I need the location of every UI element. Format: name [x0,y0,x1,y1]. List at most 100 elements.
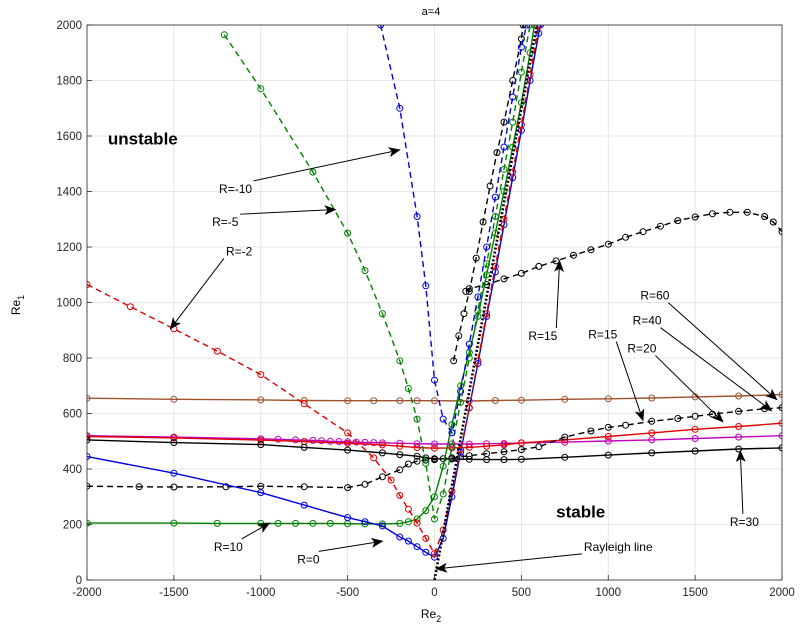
series-1-point-6 [318,437,326,445]
series-7-point-10 [378,520,386,528]
series-10-point-11 [439,490,447,498]
series-10-point-4 [361,267,369,275]
series-0-point-4 [344,397,352,405]
series-7-point-21 [483,271,491,279]
series-5-point-14 [691,213,699,221]
series-4-point-24 [604,423,612,431]
series-10-point-10 [431,515,438,523]
series-10-point-6 [396,357,404,365]
series-5-point-5 [535,262,543,270]
series-9-point-21 [500,215,508,223]
series-5-point-7 [570,251,577,259]
series-1-point-10 [352,438,360,446]
series-2-point-15 [604,433,612,440]
annotation-12: R=15 [588,328,645,422]
annotation-arrow-6 [318,537,384,552]
series-3-point-4 [344,446,352,454]
y-tick-label-5: 1000 [56,298,82,310]
series-3-point-6 [396,451,404,459]
series-line-2 [87,422,782,449]
series-2-point-19 [778,419,782,427]
annotation-arrow-9 [668,302,778,401]
series-9 [87,25,543,558]
annotation-13: R=30 [730,449,759,529]
series-9-point-6 [344,429,352,437]
annotation-arrow-13 [735,449,746,514]
series-0-point-6 [396,397,404,405]
series-1-point-12 [370,439,378,447]
series-11-point-10 [483,243,491,251]
series-10-point-13 [457,398,465,406]
series-4-point-30 [735,407,743,415]
series-4-point-27 [674,415,682,422]
series-2-point-5 [378,441,386,449]
series-7-point-2 [213,519,221,527]
series-1-point-22 [561,438,569,446]
series-4-point-20 [517,446,525,454]
series-5-point-15 [709,210,716,218]
series-0-point-0 [87,394,91,402]
series-9-point-10 [404,505,412,513]
series-3-point-15 [561,453,569,461]
x-tick-label-5: 500 [512,587,531,599]
series-1-point-8 [335,438,343,445]
series-9-point-7 [370,454,378,462]
series-11 [377,25,531,437]
series-2-point-7 [413,444,421,452]
series-11-point-15 [523,25,531,29]
series-9-point-13 [431,550,438,558]
series-line-3 [87,439,782,461]
series-3-point-0 [87,436,91,444]
series-11-point-2 [413,213,421,220]
series-10-point-2 [309,168,317,176]
series-2-point-12 [500,441,508,449]
x-tick-label-0: -2000 [72,587,101,599]
x-tick-label-3: -500 [336,587,359,599]
y-tick-label-4: 800 [63,353,82,365]
series-9-point-19 [483,310,491,318]
y-tick-label-1: 200 [63,520,82,532]
annotation-arrow-4 [169,258,225,330]
series-4-point-6 [344,484,352,492]
annotation-arrow-5 [241,522,271,540]
annotation-label-3: R=-5 [212,215,239,229]
series-1-point-16 [431,440,438,448]
x-axis-label: Re2 [421,607,441,624]
y-tick-label-8: 1600 [56,131,82,143]
series-7-point-1 [170,519,178,527]
series-4-point-23 [587,427,595,435]
annotation-label-0: unstable [108,129,178,148]
series-4-point-19 [500,448,508,456]
annotation-8: R=15 [528,259,565,343]
series-4-point-22 [561,433,569,441]
series-10-point-19 [509,118,517,126]
series-1-point-11 [361,438,369,446]
tick-labels: -2000 -1500 -1000 -500 0 500 1000 1500 2000 0 200 4… [56,20,794,599]
series-4-point-10 [404,460,412,468]
series-10 [220,25,534,523]
series-6-point-1 [455,332,463,340]
series-line-8 [87,25,542,559]
series-9-point-9 [396,491,404,499]
series-5-point-13 [674,217,682,225]
series-layer [87,25,782,580]
series-0-point-11 [517,396,525,404]
series-10-point-21 [526,25,534,29]
series-4-point-12 [422,456,430,464]
series-2-point-13 [517,439,525,447]
series-2-point-16 [648,429,656,437]
series-7-point-23 [500,188,508,195]
series-6-point-6 [486,182,494,190]
annotation-11: R=20 [627,341,724,423]
series-4-point-9 [396,466,404,474]
series-9-point-1 [126,303,134,311]
series-4-point-32 [778,404,782,412]
series-7-point-11 [396,519,404,527]
series-5-point-9 [604,240,612,248]
series-11-point-13 [509,93,517,101]
series-7-point-5 [292,519,299,527]
series-3-point-17 [648,449,656,457]
series-0-point-12 [561,395,569,403]
series-2-point-0 [87,433,91,440]
